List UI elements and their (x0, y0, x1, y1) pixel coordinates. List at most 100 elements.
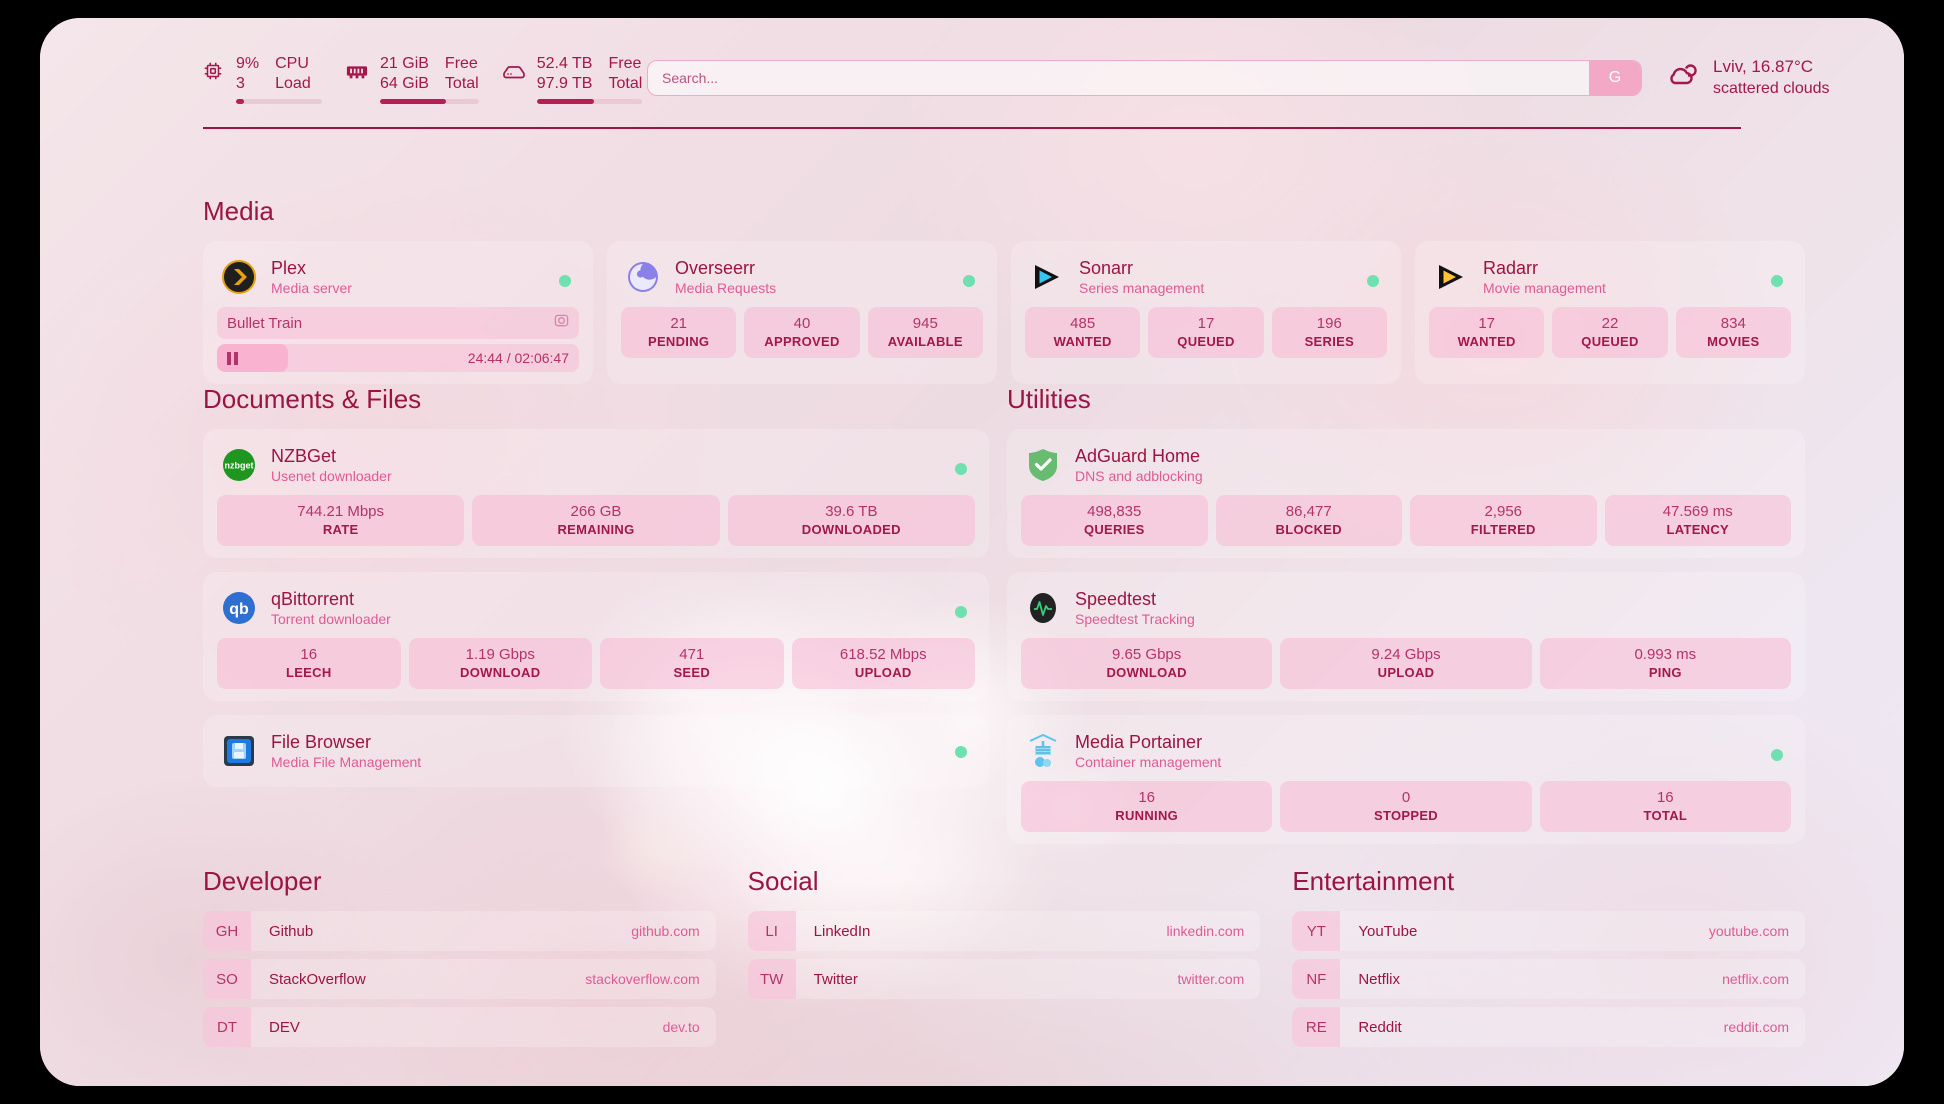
svg-text:qb: qb (229, 601, 249, 618)
stat-disk-label-1: Free (608, 55, 642, 72)
stat-value: 498,835 (1087, 503, 1142, 520)
plex-icon (221, 259, 257, 295)
nzbget-icon: nzbget (221, 447, 257, 483)
status-indicator (955, 746, 967, 758)
stat-box: 266 GB REMAINING (472, 495, 720, 546)
service-card-file-browser[interactable]: File Browser Media File Management (203, 715, 989, 787)
dashboard-page: 9% 3 CPU Load (40, 18, 1904, 1086)
header-bar: 9% 3 CPU Load (40, 18, 1904, 130)
stat-label: QUERIES (1083, 522, 1145, 537)
service-subtitle: Speedtest Tracking (1075, 611, 1195, 627)
search-engine-button[interactable]: G (1589, 61, 1641, 95)
status-indicator (1771, 749, 1783, 761)
stat-disk-label-2: Total (608, 75, 643, 92)
stat-box: 39.6 TB DOWNLOADED (727, 495, 975, 546)
stat-value: 17 (1478, 315, 1495, 332)
bookmark-item[interactable]: RE Reddit reddit.com (1292, 1007, 1806, 1047)
cpu-icon (200, 54, 226, 84)
bookmark-abbr: TW (747, 959, 796, 999)
bookmark-name: YouTube (1358, 922, 1418, 940)
stat-value: 39.6 TB (825, 503, 878, 520)
stat-value: 9.24 Gbps (1371, 646, 1441, 663)
bookmark-item[interactable]: TW Twitter twitter.com (747, 959, 1261, 999)
stat-box: 498,835 QUERIES (1021, 495, 1208, 546)
status-indicator (963, 275, 975, 287)
bookmark-url: netflix.com (1722, 971, 1790, 987)
bookmark-group-title: Social (747, 866, 819, 896)
stat-box: 22 QUEUED (1552, 307, 1668, 358)
weather-widget[interactable]: Lviv, 16.87°C scattered clouds (1665, 56, 1830, 99)
bookmark-name: Github (269, 922, 314, 940)
bookmark-item[interactable]: DT DEV dev.to (203, 1007, 716, 1047)
pause-icon[interactable] (227, 351, 238, 365)
service-name: NZBGet (271, 446, 337, 466)
stat-cpu-value-1: 9% (236, 55, 260, 72)
bookmark-item[interactable]: SO StackOverflow stackoverflow.com (203, 959, 716, 999)
service-card-media-portainer[interactable]: Media Portainer Container management 16 … (1007, 715, 1805, 844)
stat-value: 0.993 ms (1634, 646, 1697, 663)
service-card-adguard[interactable]: AdGuard Home DNS and adblocking 498,835 … (1007, 429, 1805, 558)
stat-value: 16 (300, 646, 318, 663)
stat-box: 945 AVAILABLE (867, 307, 983, 358)
stat-box: 0.993 ms PING (1539, 638, 1791, 689)
ram-icon (344, 54, 370, 84)
service-card-sonarr[interactable]: Sonarr Series management 485 WANTED 17 Q… (1011, 241, 1401, 384)
stat-box: 2,956 FILTERED (1410, 495, 1597, 546)
service-subtitle: Usenet downloader (271, 468, 392, 484)
weather-condition: scattered clouds (1713, 80, 1830, 97)
cast-icon[interactable] (554, 313, 569, 333)
stat-box: 86,477 BLOCKED (1215, 495, 1402, 546)
weather-location-temp: Lviv, 16.87°C (1713, 57, 1814, 76)
stat-label: WANTED (1457, 334, 1516, 349)
service-name: Speedtest (1075, 589, 1157, 609)
stat-box: 196 SERIES (1271, 307, 1387, 358)
stat-value: 2,956 (1484, 503, 1523, 520)
service-card-plex[interactable]: Plex Media server Bullet Train (203, 241, 593, 384)
stat-value: 471 (679, 646, 705, 663)
svg-text:nzbget: nzbget (225, 461, 254, 471)
stat-disk-bar (536, 99, 643, 104)
bookmark-item[interactable]: NF Netflix netflix.com (1292, 959, 1806, 999)
search-bar[interactable]: G (647, 60, 1642, 96)
search-input[interactable] (648, 61, 1589, 95)
stat-label: LEECH (285, 665, 332, 680)
service-card-overseerr[interactable]: Overseerr Media Requests 21 PENDING 40 A… (607, 241, 997, 384)
bookmark-abbr: SO (203, 959, 251, 999)
stat-box: 471 SEED (600, 638, 784, 689)
stat-value: 17 (1197, 315, 1215, 332)
background-image (40, 18, 1904, 1086)
status-indicator (955, 463, 967, 475)
service-name: Sonarr (1079, 258, 1134, 278)
bookmark-name: StackOverflow (269, 970, 366, 988)
service-subtitle: Series management (1079, 280, 1205, 296)
stat-value: 21 (670, 315, 687, 332)
service-card-nzbget[interactable]: nzbget NZBGet Usenet downloader 744.21 M… (203, 429, 989, 558)
status-indicator (559, 275, 571, 287)
service-card-radarr[interactable]: Radarr Movie management 17 WANTED 22 QUE… (1415, 241, 1805, 384)
section-utilities: Utilities AdGuard Home DNS and adblocki (1007, 384, 1805, 858)
bookmark-item[interactable]: GH Github github.com (203, 911, 716, 951)
stat-label: SEED (673, 665, 711, 680)
stat-memory-value-2: 64 GiB (380, 75, 429, 92)
bookmark-item[interactable]: LI LinkedIn linkedin.com (747, 911, 1261, 951)
service-card-speedtest[interactable]: Speedtest Speedtest Tracking 9.65 Gbps D… (1007, 572, 1805, 701)
stat-label: DOWNLOADED (801, 522, 901, 537)
adguard-icon (1025, 447, 1061, 483)
stat-box: 21 PENDING (621, 307, 737, 358)
service-subtitle: Torrent downloader (271, 611, 391, 627)
stat-label: PENDING (647, 334, 710, 349)
stat-value: 86,477 (1285, 503, 1332, 520)
bookmark-group-title: Entertainment (1292, 866, 1455, 896)
now-playing-progress-bar[interactable]: 24:44 / 02:06:47 (217, 344, 579, 372)
bookmark-name: DEV (269, 1018, 300, 1036)
bookmark-item[interactable]: YT YouTube youtube.com (1292, 911, 1806, 951)
disk-icon (501, 54, 527, 84)
service-subtitle: Media server (271, 280, 352, 296)
stat-value: 40 (793, 315, 811, 332)
stat-label: SERIES (1304, 334, 1355, 349)
section-media: Media Plex Media server (203, 196, 1805, 384)
bookmark-abbr: YT (1292, 911, 1341, 951)
service-subtitle: Container management (1075, 754, 1222, 770)
service-card-qbittorrent[interactable]: qb qBittorrent Torrent downloader 16 LEE… (203, 572, 989, 701)
stat-memory: 21 GiB 64 GiB Free Total (344, 54, 501, 104)
